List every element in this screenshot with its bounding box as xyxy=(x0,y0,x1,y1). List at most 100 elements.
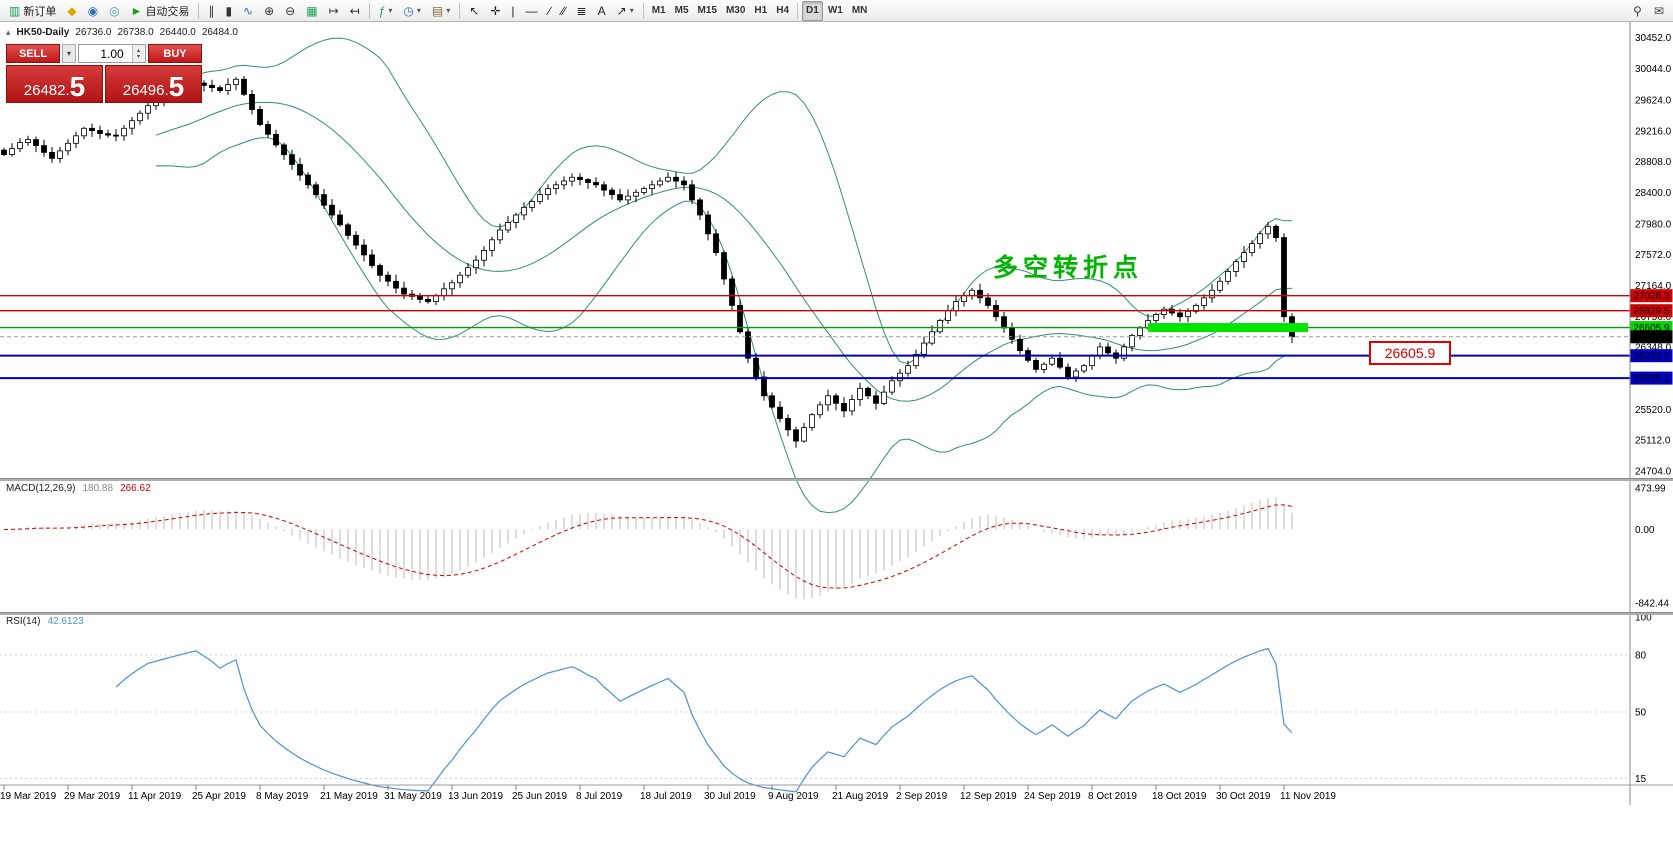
svg-text:30044.0: 30044.0 xyxy=(1635,64,1672,75)
toolbar-right-group: ⚲ ✉ xyxy=(1628,1,1669,21)
svg-text:2 Sep 2019: 2 Sep 2019 xyxy=(896,791,948,802)
community-icon-glyph: ◎ xyxy=(109,3,120,18)
svg-text:27572.0: 27572.0 xyxy=(1635,250,1672,261)
templates-button[interactable]: ▤ ▾ xyxy=(427,1,455,21)
chevron-down-icon: ▾ xyxy=(388,6,393,15)
symbol-name: HK50-Daily xyxy=(16,27,70,38)
toolbar: ▥ 新订单 ◆ ◉ ◎ ► 自动交易 ∥ ▮ ∿ ⊕ ⊖ ▦ ↦ ↤ ƒ ▾ ◷ ▾ ▤ ▾ ↖ ✛ | ― ∕ ∕∕ ≣ A ↗ ▾ M1 M… xyxy=(0,0,1673,22)
buy-button[interactable]: BUY xyxy=(148,44,202,63)
macd-panel-splitter[interactable] xyxy=(0,478,1673,481)
volume-input[interactable]: 1.00 ▴ ▾ xyxy=(78,44,146,63)
one-click-trading-panel: SELL ▾ 1.00 ▴ ▾ BUY 26482. 5 26496. 5 xyxy=(6,44,202,103)
text-button[interactable]: A xyxy=(593,1,611,21)
svg-text:30452.0: 30452.0 xyxy=(1635,33,1672,44)
crosshair-button[interactable]: ✛ xyxy=(485,1,505,21)
highlight-zone xyxy=(1148,323,1308,333)
svg-text:24 Sep 2019: 24 Sep 2019 xyxy=(1024,791,1081,802)
auto-scroll-button[interactable]: ↦ xyxy=(324,1,344,21)
candlestick-chart-button[interactable]: ▮ xyxy=(220,1,237,21)
svg-text:29216.0: 29216.0 xyxy=(1635,126,1672,137)
spinner-down-icon[interactable]: ▾ xyxy=(136,53,140,60)
collapse-arrow-icon[interactable]: ▴ xyxy=(6,27,11,37)
svg-text:25 Jun 2019: 25 Jun 2019 xyxy=(512,791,567,802)
timeframe-w1[interactable]: W1 xyxy=(824,1,847,21)
toolbar-separator xyxy=(642,2,644,19)
bar-chart-button[interactable]: ∥ xyxy=(203,1,219,21)
spinner-up-icon[interactable]: ▴ xyxy=(136,47,140,54)
cursor-button[interactable]: ↖ xyxy=(464,1,484,21)
timeframe-w1-label: W1 xyxy=(827,5,843,16)
zoom-out-button[interactable]: ⊖ xyxy=(280,1,300,21)
horizontal-line-button[interactable]: ― xyxy=(521,1,543,21)
timeframe-m1[interactable]: M1 xyxy=(648,1,670,21)
svg-text:28400.0: 28400.0 xyxy=(1635,188,1672,199)
ask-price[interactable]: 26496. 5 xyxy=(105,65,202,103)
svg-text:11 Nov 2019: 11 Nov 2019 xyxy=(1280,791,1336,802)
bid-price[interactable]: 26482. 5 xyxy=(6,65,103,103)
horizontal-level-lines xyxy=(0,295,1630,380)
macd-signal-value: 266.62 xyxy=(120,483,151,494)
timeframe-h1[interactable]: H1 xyxy=(750,1,771,21)
trendline-button[interactable]: ∕ xyxy=(544,1,556,21)
svg-text:26756.0: 26756.0 xyxy=(1635,312,1672,323)
timeframe-mn-label: MN xyxy=(851,5,868,16)
svg-text:21 May 2019: 21 May 2019 xyxy=(320,791,378,802)
turning-point-annotation: 多空转折点 xyxy=(993,254,1144,282)
tile-windows-button[interactable]: ▦ xyxy=(301,1,322,21)
price-axis: 30452.0 30044.0 29624.0 29216.0 28808.0 28400… xyxy=(1629,22,1673,805)
chevron-down-icon: ▾ xyxy=(416,6,421,15)
search-button[interactable]: ⚲ xyxy=(1628,1,1647,21)
line-chart-button[interactable]: ∿ xyxy=(238,1,258,21)
svg-text:15: 15 xyxy=(1635,774,1647,785)
profile-icon[interactable]: ◉ xyxy=(83,1,103,21)
horizontal-line-button-glyph: ― xyxy=(525,3,538,18)
svg-text:12 Sep 2019: 12 Sep 2019 xyxy=(960,791,1017,802)
text-button-glyph: A xyxy=(597,3,606,18)
svg-text:25112.0: 25112.0 xyxy=(1635,436,1671,447)
time-axis: 19 Mar 2019 29 Mar 2019 11 Apr 2019 25 Apr … xyxy=(0,784,1673,802)
svg-text:19 Mar 2019: 19 Mar 2019 xyxy=(0,791,57,802)
order-options-caret[interactable]: ▾ xyxy=(62,44,76,63)
svg-text:25935.1: 25935.1 xyxy=(1633,374,1670,385)
svg-text:8 May 2019: 8 May 2019 xyxy=(256,791,309,802)
svg-text:25520.0: 25520.0 xyxy=(1635,405,1672,416)
community-icon[interactable]: ◎ xyxy=(104,1,124,21)
ohlc-close: 26484.0 xyxy=(201,27,238,38)
svg-text:21 Aug 2019: 21 Aug 2019 xyxy=(832,791,889,802)
auto-trading-button[interactable]: ► 自动交易 xyxy=(126,1,195,21)
timeframe-m15[interactable]: M15 xyxy=(694,1,721,21)
svg-text:-842.44: -842.44 xyxy=(1635,599,1669,610)
chart-shift-button[interactable]: ↤ xyxy=(345,1,365,21)
svg-text:50: 50 xyxy=(1635,708,1647,719)
channel-button[interactable]: ∕∕ xyxy=(557,1,571,21)
price-callout-label: 26605.9 xyxy=(1369,341,1451,365)
indicators-button[interactable]: ƒ ▾ xyxy=(374,1,398,21)
sell-button[interactable]: SELL xyxy=(6,44,60,63)
svg-text:30 Jul 2019: 30 Jul 2019 xyxy=(704,791,756,802)
favorites-icon[interactable]: ◆ xyxy=(62,1,81,21)
toolbar-separator xyxy=(198,2,200,19)
macd-name: MACD(12,26,9) xyxy=(6,483,76,494)
timeframe-m30[interactable]: M30 xyxy=(722,1,749,21)
ask-big-digit: 5 xyxy=(168,71,185,103)
timeframe-h4[interactable]: H4 xyxy=(772,1,793,21)
timeframe-mn[interactable]: MN xyxy=(848,1,872,21)
svg-text:9 Aug 2019: 9 Aug 2019 xyxy=(768,791,819,802)
rsi-panel-splitter[interactable] xyxy=(0,612,1673,615)
vertical-line-button-glyph: | xyxy=(511,3,515,18)
zoom-in-button[interactable]: ⊕ xyxy=(259,1,279,21)
new-order-button[interactable]: ▥ 新订单 xyxy=(4,1,61,21)
timeframe-m5[interactable]: M5 xyxy=(671,1,693,21)
vertical-line-button[interactable]: | xyxy=(506,1,519,21)
periods-button[interactable]: ◷ ▾ xyxy=(398,1,426,21)
volume-spinner[interactable]: ▴ ▾ xyxy=(132,45,144,62)
fibonacci-button[interactable]: ≣ xyxy=(572,1,592,21)
svg-text:8 Oct 2019: 8 Oct 2019 xyxy=(1088,791,1137,802)
rsi-panel: 100 80 50 15 xyxy=(0,613,1652,793)
arrows-button[interactable]: ↗ ▾ xyxy=(612,1,639,21)
new-order-button-label: 新订单 xyxy=(23,5,57,18)
timeframe-d1[interactable]: D1 xyxy=(802,0,823,21)
community-chat-button[interactable]: ✉ xyxy=(1649,1,1669,21)
rsi-value: 42.6123 xyxy=(47,616,84,627)
